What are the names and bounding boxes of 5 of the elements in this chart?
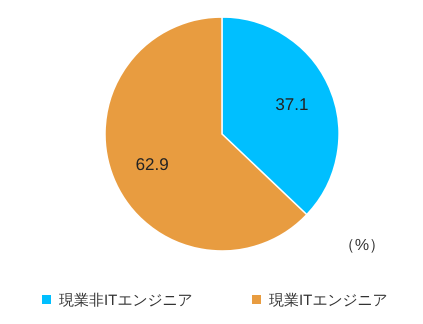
text: （%） (338, 237, 386, 254)
legend-label: 現業ITエンジニア (269, 292, 388, 309)
data-label: 37.1 (275, 95, 308, 114)
data-label: 62.9 (136, 154, 169, 174)
legend-label: 現業非ITエンジニア (59, 292, 192, 309)
